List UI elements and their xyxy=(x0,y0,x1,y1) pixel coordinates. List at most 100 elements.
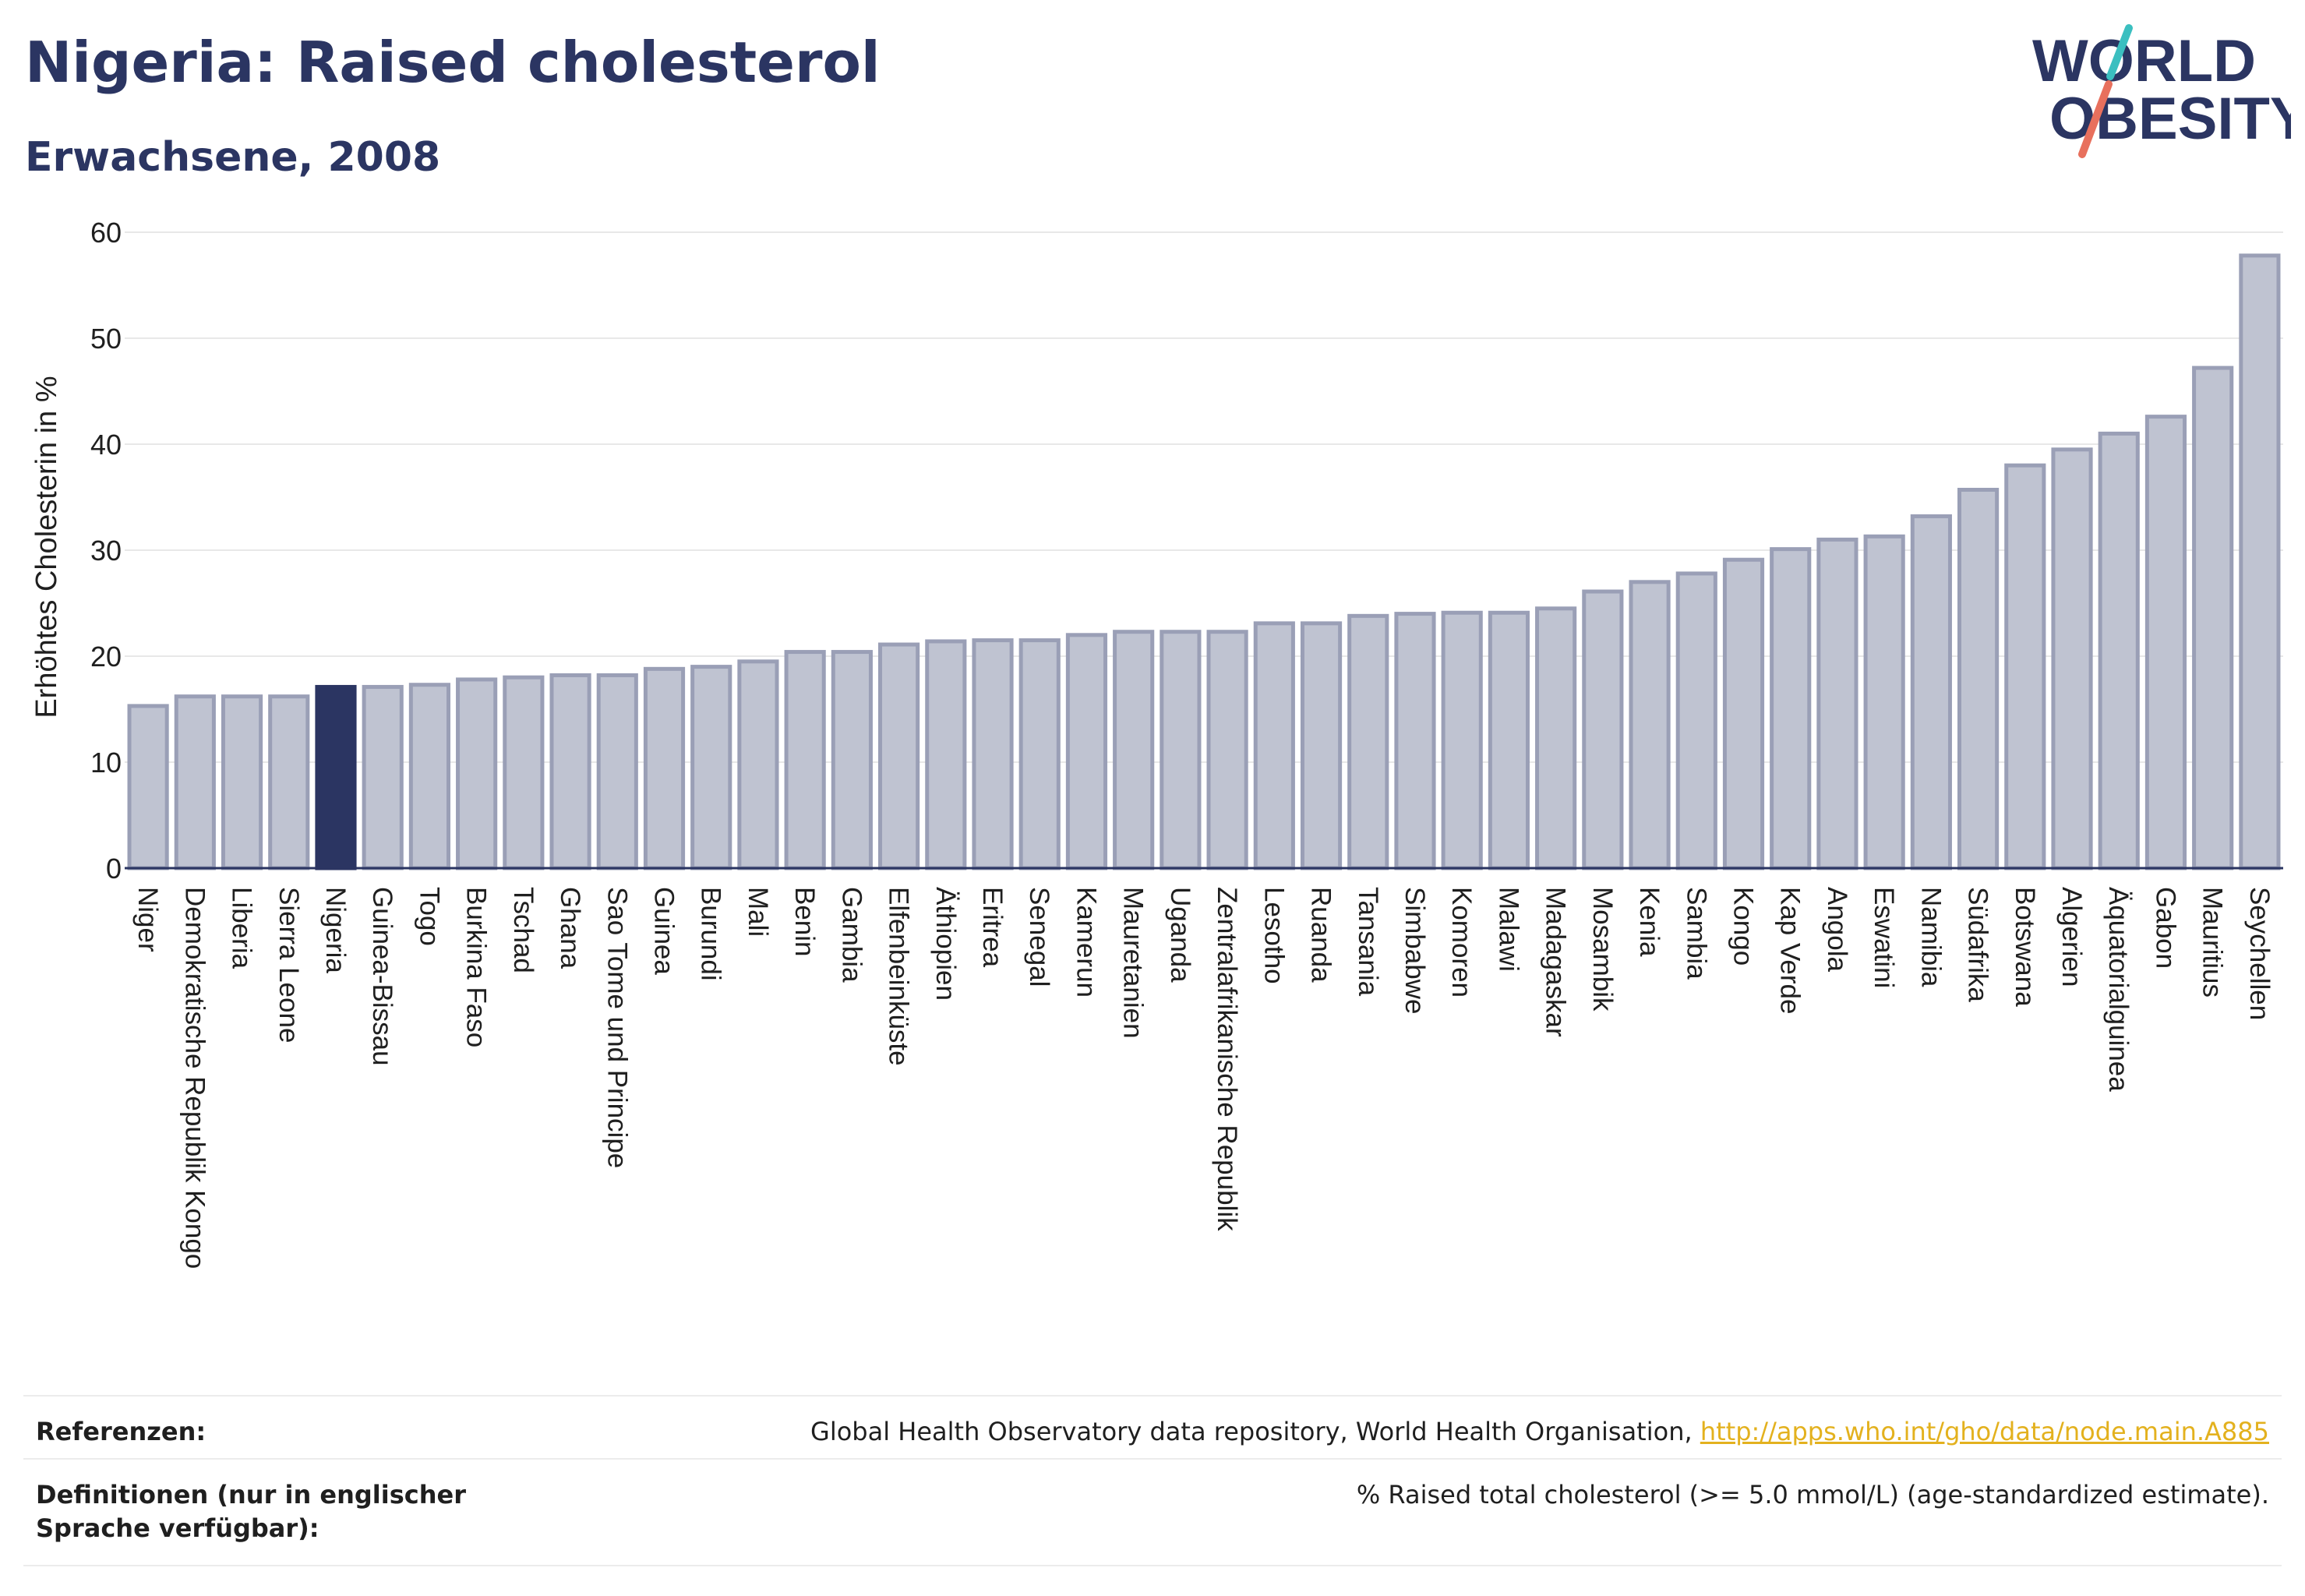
bar-gabon xyxy=(2144,415,2187,870)
x-category-label: Zentralafrikanische Republik xyxy=(1212,887,1242,1231)
x-category-label: Kongo xyxy=(1728,887,1759,966)
x-category-label: Togo xyxy=(414,887,444,946)
x-category-label: Eswatini xyxy=(1869,887,1899,988)
x-category-label: Guinea-Bissau xyxy=(367,887,397,1066)
x-category-label: Malawi xyxy=(1493,887,1523,972)
x-category-label: Südafrika xyxy=(1963,887,1993,1002)
references-label: Referenzen: xyxy=(36,1417,206,1446)
logo-text-world: WORLD xyxy=(2032,28,2256,94)
bar-niger xyxy=(127,704,169,870)
x-category-label: Lesotho xyxy=(1258,887,1289,984)
bar-chart: 0 10 20 30 40 50 60 Niger Demokratische Republi… xyxy=(30,217,2283,1269)
x-category-label: Madagaskar xyxy=(1541,887,1571,1037)
x-category-label: Burundi xyxy=(696,887,726,981)
bar-eswatini xyxy=(1863,534,1905,870)
x-category-label: Nigeria xyxy=(320,887,351,973)
y-tick-label: 50 xyxy=(90,323,122,355)
bar-seychellen xyxy=(2239,253,2281,870)
x-category-label: Sierra Leone xyxy=(274,887,304,1043)
x-category-label: Gabon xyxy=(2150,887,2180,969)
bar-mauretanien xyxy=(1113,630,1155,870)
bar-komoren xyxy=(1441,610,1483,870)
bar-kenia xyxy=(1629,580,1671,870)
x-category-label: Burkina Faso xyxy=(461,887,492,1047)
bar-liberia xyxy=(221,694,263,870)
bar-burundi xyxy=(690,665,732,870)
x-category-label: Mauretanien xyxy=(1118,887,1149,1039)
bar-burkina-faso xyxy=(456,677,498,870)
y-tick-label: 30 xyxy=(90,535,122,567)
bar-gambia xyxy=(831,650,873,870)
x-category-label: Komoren xyxy=(1446,887,1477,998)
chart-subtitle: Erwachsene, 2008 xyxy=(25,134,441,181)
definitions-value: % Raised total cholesterol (>= 5.0 mmol/… xyxy=(1356,1480,2269,1510)
logo-slash-top xyxy=(2106,24,2133,80)
bar-kamerun xyxy=(1065,633,1108,870)
bar-senegal xyxy=(1018,638,1061,870)
world-obesity-logo[interactable]: WORLD OBESITY xyxy=(2026,22,2291,167)
bar-demokratische-republik-kongo xyxy=(174,694,216,870)
bar-kongo xyxy=(1722,557,1765,870)
references-value: Global Health Observatory data repositor… xyxy=(810,1415,2269,1449)
references-text: Global Health Observatory data repositor… xyxy=(810,1417,1700,1446)
x-category-label: Simbabwe xyxy=(1400,887,1430,1014)
chart-title: Nigeria: Raised cholesterol xyxy=(25,30,881,95)
x-category-label: Niger xyxy=(132,887,163,952)
bar-botswana xyxy=(2004,463,2046,870)
bar-uganda xyxy=(1160,630,1202,870)
x-category-label: Benin xyxy=(789,887,820,957)
bar-malawi xyxy=(1488,610,1530,870)
x-category-label: Ruanda xyxy=(1306,887,1336,983)
y-tick-label: 10 xyxy=(90,747,122,779)
bar-kap-verde xyxy=(1770,547,1812,870)
y-tick-label: 0 xyxy=(106,853,122,885)
x-category-label: Elfenbeinküste xyxy=(884,887,914,1066)
x-category-label: Seychellen xyxy=(2244,887,2275,1020)
x-category-label: Angola xyxy=(1822,887,1852,973)
bar-lesotho xyxy=(1253,621,1295,870)
bar-simbabwe xyxy=(1394,612,1436,870)
x-category-label: Senegal xyxy=(1024,887,1054,987)
x-category-label: Ghana xyxy=(555,887,585,969)
bar-nigeria xyxy=(315,684,357,870)
bar-zentralafrikanische-republik xyxy=(1206,630,1248,870)
bar-algerien xyxy=(2051,447,2093,870)
bar-sierra-leone xyxy=(268,694,310,870)
bar-guinea xyxy=(643,666,686,870)
bar-sao-tome-und-principe xyxy=(596,673,638,870)
x-category-label: Gambia xyxy=(836,887,867,983)
x-category-label: Liberia xyxy=(227,887,257,969)
x-category-label: Algerien xyxy=(2056,887,2087,987)
bar-togo xyxy=(408,683,451,870)
x-category-label: Kamerun xyxy=(1071,887,1101,998)
x-category-label: Demokratische Republik Kongo xyxy=(179,887,210,1269)
bar-äthiopien xyxy=(925,639,967,870)
x-category-label: Namibia xyxy=(1915,887,1946,987)
y-axis-label: Erhöhtes Cholesterin in % xyxy=(30,376,63,718)
x-category-label: Tschad xyxy=(508,887,538,973)
y-tick-label: 40 xyxy=(90,429,122,461)
x-category-label: Mali xyxy=(743,887,773,937)
bar-mali xyxy=(737,659,779,870)
bar-angola xyxy=(1816,537,1858,870)
bar-südafrika xyxy=(1957,487,2000,870)
bar-elfenbeinküste xyxy=(878,642,920,870)
bar-guinea-bissau xyxy=(362,684,404,870)
bar-madagaskar xyxy=(1535,606,1577,870)
x-category-label: Sambia xyxy=(1681,887,1711,980)
x-category-label: Guinea xyxy=(649,887,679,975)
definitions-label: Definitionen (nur in englischer Sprache … xyxy=(36,1480,466,1544)
y-tick-label: 20 xyxy=(90,641,122,673)
logo-slash-bottom xyxy=(2078,80,2113,158)
references-row: Referenzen: Global Health Observatory da… xyxy=(23,1395,2282,1458)
bars-layer xyxy=(125,253,2283,870)
bar-tansania xyxy=(1347,613,1389,870)
x-category-label: Mosambik xyxy=(1587,887,1618,1012)
bar-namibia xyxy=(1910,514,1952,870)
bar-ruanda xyxy=(1300,621,1343,870)
x-category-label: Äthiopien xyxy=(930,887,961,1001)
x-category-label: Uganda xyxy=(1165,887,1195,983)
x-category-label: Mauritius xyxy=(2197,887,2228,998)
references-link[interactable]: http://apps.who.int/gho/data/node.main.A… xyxy=(1700,1417,2269,1446)
x-category-label: Kap Verde xyxy=(1775,887,1806,1014)
